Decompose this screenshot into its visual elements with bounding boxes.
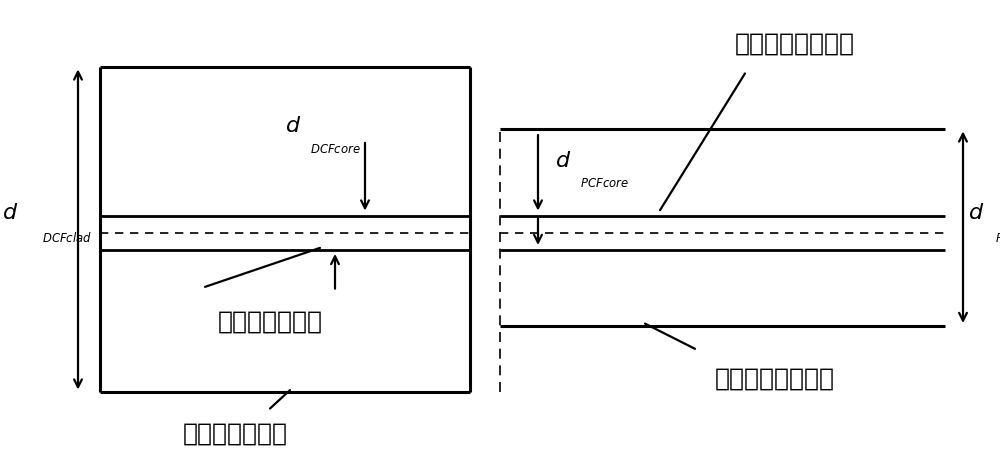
Text: 双包层光纤纤芯: 双包层光纤纤芯: [218, 309, 322, 333]
Text: $d$: $d$: [968, 203, 984, 224]
Text: $d$: $d$: [285, 116, 301, 136]
Text: 双包层光纤包层: 双包层光纤包层: [182, 422, 288, 446]
Text: 光子晶体光纤包层: 光子晶体光纤包层: [715, 367, 835, 391]
Text: $_{DCFcore}$: $_{DCFcore}$: [310, 138, 361, 156]
Text: $_{DCFclad}$: $_{DCFclad}$: [42, 227, 92, 246]
Text: $d$: $d$: [2, 203, 18, 224]
Text: $d$: $d$: [555, 151, 571, 171]
Text: $_{PCFcore}$: $_{PCFcore}$: [580, 172, 629, 190]
Text: $_{PCFclad}$: $_{PCFclad}$: [995, 227, 1000, 246]
Text: 光子晶体光纤纤芯: 光子晶体光纤纤芯: [735, 32, 855, 56]
